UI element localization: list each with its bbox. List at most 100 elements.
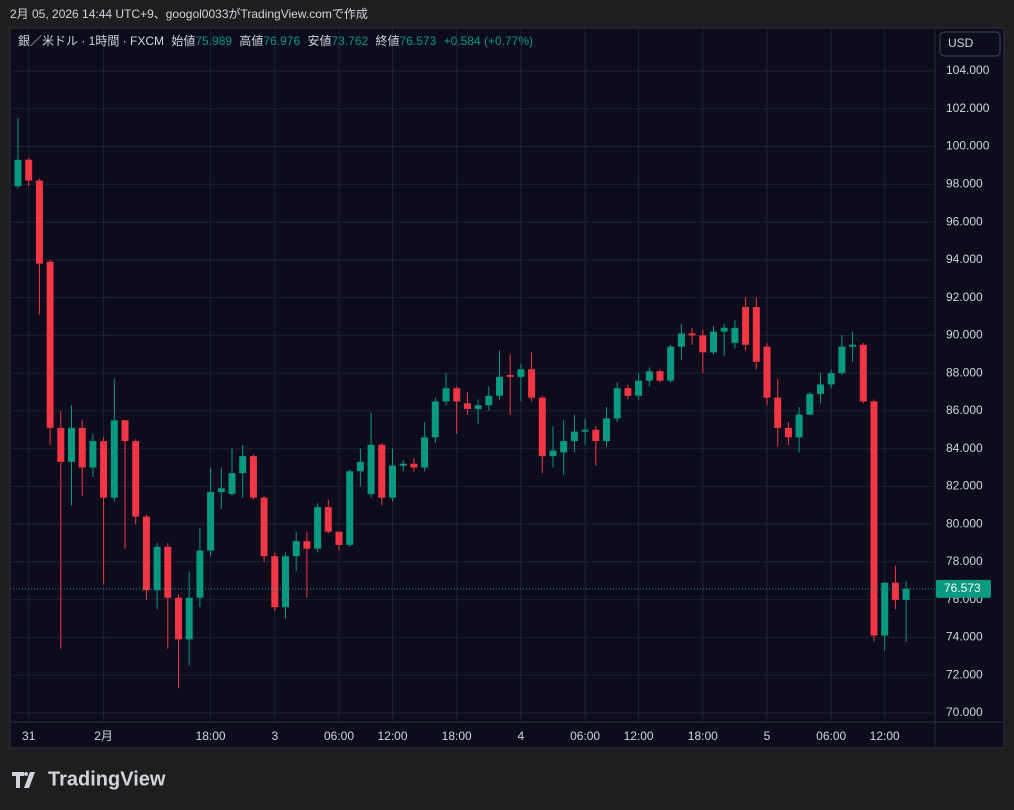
legend-high: 76.976	[263, 34, 300, 48]
candle-body	[517, 369, 525, 377]
y-tick-label: 94.000	[946, 252, 983, 266]
candle-body	[324, 507, 332, 532]
candle-body	[881, 582, 889, 636]
currency[interactable]: USD	[948, 36, 974, 50]
legend: 銀／米ドル · 1時間 · FXCM 始値75.989 高値76.976 安値7…	[18, 33, 533, 48]
candle-body	[463, 403, 471, 409]
y-tick-label: 92.000	[946, 290, 983, 304]
candle-body	[699, 335, 707, 353]
candle-body	[378, 444, 386, 498]
y-tick-label: 78.000	[946, 554, 983, 568]
candle-body	[46, 261, 54, 428]
candle-body	[292, 541, 300, 557]
candle-body	[859, 344, 867, 402]
y-tick-label: 86.000	[946, 403, 983, 417]
candle-body	[528, 369, 536, 398]
legend-close: 76.573	[400, 34, 437, 48]
candle-body	[239, 456, 247, 474]
candle-body	[710, 331, 717, 353]
candle-body	[303, 541, 311, 549]
x-tick-label: 18:00	[688, 729, 718, 743]
y-tick-label: 82.000	[946, 479, 983, 493]
candle-body	[838, 346, 846, 374]
chart-pane	[9, 27, 1005, 749]
candle-body	[549, 450, 557, 457]
x-tick-label: 31	[22, 729, 36, 743]
candle-body	[677, 333, 685, 347]
x-tick-label: 18:00	[196, 729, 226, 743]
y-tick-label: 70.000	[946, 705, 983, 719]
logo: TradingView	[12, 768, 166, 790]
y-tick-label: 98.000	[946, 176, 983, 190]
candle-body	[592, 429, 600, 442]
candle-body	[25, 159, 33, 181]
candle-body	[78, 427, 86, 468]
candle-body	[421, 437, 429, 468]
candle-body	[100, 441, 108, 498]
candle-body	[175, 597, 182, 640]
x-tick-label: 12:00	[870, 729, 900, 743]
candle-body	[817, 384, 824, 394]
candle-body	[485, 395, 493, 406]
y-tick-label: 96.000	[946, 214, 983, 228]
candle-body	[731, 327, 739, 343]
candle-body	[635, 380, 643, 396]
candle-body	[314, 507, 322, 549]
candle-body	[806, 393, 814, 415]
currency-button[interactable]	[939, 31, 1001, 57]
candle-body	[389, 465, 396, 498]
candle-body	[271, 556, 279, 608]
candle-body	[142, 516, 150, 591]
x-tick-label: 06:00	[570, 729, 600, 743]
candle-body	[496, 376, 503, 396]
y-tick-label: 104.000	[946, 63, 990, 77]
legend-close-label: 終値	[376, 33, 400, 48]
candle-body	[249, 456, 257, 498]
candle-body	[752, 307, 760, 362]
legend-low: 73.762	[331, 34, 368, 48]
candle-body	[35, 180, 43, 264]
y-tick-label: 100.000	[946, 139, 990, 153]
candle-body	[624, 388, 632, 396]
y-tick-label: 72.000	[946, 667, 983, 681]
x-tick-label: 5	[764, 729, 771, 743]
y-tick-label: 102.000	[946, 101, 990, 115]
candle-body	[870, 401, 878, 636]
candle-body	[260, 497, 268, 557]
candle-body	[645, 371, 653, 381]
x-tick-label: 12:00	[377, 729, 407, 743]
symbol: 銀／米ドル · 1時間 · FXCM	[18, 34, 164, 48]
candle-body	[763, 346, 771, 398]
candle-body	[581, 429, 589, 432]
logo-text: TradingView	[48, 768, 166, 790]
y-tick-label: 80.000	[946, 516, 983, 530]
candle-body	[742, 307, 750, 345]
last-price-tag	[936, 579, 991, 598]
candle-body	[827, 373, 835, 385]
candle-body	[688, 333, 696, 336]
y-tick-label: 74.000	[946, 630, 983, 644]
candle-body	[849, 344, 857, 347]
candle-body	[164, 546, 172, 598]
candle-body	[613, 388, 621, 419]
y-tick-label: 84.000	[946, 441, 983, 455]
x-tick-label: 4	[518, 729, 525, 743]
candle-body	[453, 388, 461, 402]
candle-body	[185, 597, 193, 640]
x-tick-label: 3	[271, 729, 278, 743]
candle-body	[335, 531, 343, 545]
candle-body	[57, 427, 65, 462]
candle-body	[891, 582, 899, 600]
candle-body	[346, 471, 354, 545]
candle-body	[207, 492, 215, 551]
candle-body	[784, 427, 792, 438]
candles	[14, 118, 910, 689]
legend-open: 75.989	[195, 34, 232, 48]
candle-body	[795, 414, 803, 438]
x-tick-label: 2月	[94, 729, 113, 743]
x-tick-label: 18:00	[442, 729, 472, 743]
candle-body	[506, 375, 514, 377]
candle-body	[356, 461, 364, 472]
candle-body	[110, 420, 118, 498]
candle-body	[14, 159, 22, 187]
